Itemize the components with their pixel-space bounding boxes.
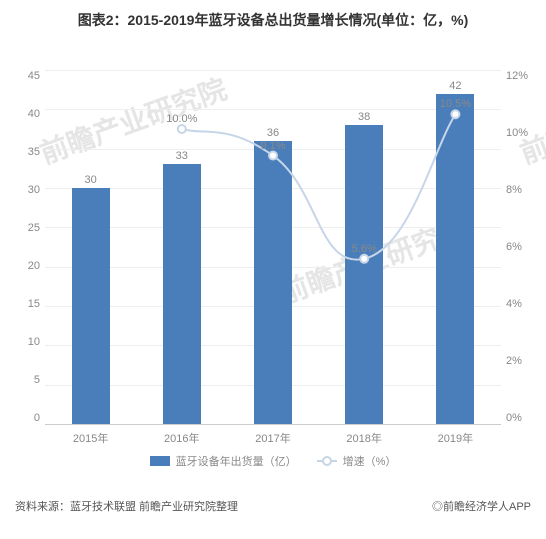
y-left-tick: 30	[15, 184, 40, 196]
y-right-tick: 2%	[506, 355, 531, 367]
y-axis-right: 12% 10% 8% 6% 4% 2% 0%	[506, 70, 531, 424]
y-left-tick: 5	[15, 374, 40, 386]
brand-text: ◎前瞻经济学人APP	[432, 498, 531, 514]
y-left-tick: 25	[15, 222, 40, 234]
chart-area: 前瞻产业研究院 前瞻产业研究院 前瞻产业研究院 4540353025201510…	[45, 70, 501, 424]
y-left-tick: 45	[15, 70, 40, 82]
footer: 资料来源：蓝牙技术联盟 前瞻产业研究院整理 ◎前瞻经济学人APP	[15, 498, 531, 514]
x-axis-labels: 2015年2016年2017年2018年2019年	[45, 430, 501, 446]
plot-area: 3033363842 10.0%9.1%5.6%10.5%	[45, 70, 501, 424]
chart-title: 图表2：2015-2019年蓝牙设备总出货量增长情况(单位：亿，%)	[0, 0, 546, 38]
x-tick-label: 2017年	[227, 430, 318, 446]
x-tick-label: 2016年	[136, 430, 227, 446]
line-value-label: 10.5%	[440, 98, 471, 110]
x-axis-line	[45, 424, 501, 425]
y-left-tick: 20	[15, 260, 40, 272]
legend-label: 增速（%）	[343, 453, 397, 469]
legend-item: 增速（%）	[317, 453, 397, 469]
legend-item: 蓝牙设备年出货量（亿）	[150, 453, 297, 469]
y-right-tick: 12%	[506, 70, 531, 82]
legend-swatch-line	[317, 460, 337, 462]
x-tick-label: 2015年	[45, 430, 136, 446]
y-right-tick: 4%	[506, 298, 531, 310]
y-right-tick: 10%	[506, 127, 531, 139]
y-left-tick: 10	[15, 336, 40, 348]
line-value-label: 10.0%	[166, 113, 197, 125]
x-tick-label: 2018年	[319, 430, 410, 446]
line-series	[45, 70, 501, 424]
legend-swatch-bar	[150, 456, 170, 466]
y-left-tick: 15	[15, 298, 40, 310]
y-left-tick: 35	[15, 146, 40, 158]
y-left-tick: 0	[15, 412, 40, 424]
legend-label: 蓝牙设备年出货量（亿）	[176, 453, 297, 469]
line-value-label: 5.6%	[352, 243, 377, 255]
x-tick-label: 2019年	[410, 430, 501, 446]
y-axis-left: 45 40 35 30 25 20 15 10 5 0	[15, 70, 40, 424]
y-right-tick: 8%	[506, 184, 531, 196]
y-right-tick: 6%	[506, 241, 531, 253]
legend: 蓝牙设备年出货量（亿） 增速（%）	[0, 453, 546, 469]
y-right-tick: 0%	[506, 412, 531, 424]
source-text: 资料来源：蓝牙技术联盟 前瞻产业研究院整理	[15, 498, 238, 514]
line-value-label: 9.1%	[260, 140, 285, 152]
y-left-tick: 40	[15, 108, 40, 120]
